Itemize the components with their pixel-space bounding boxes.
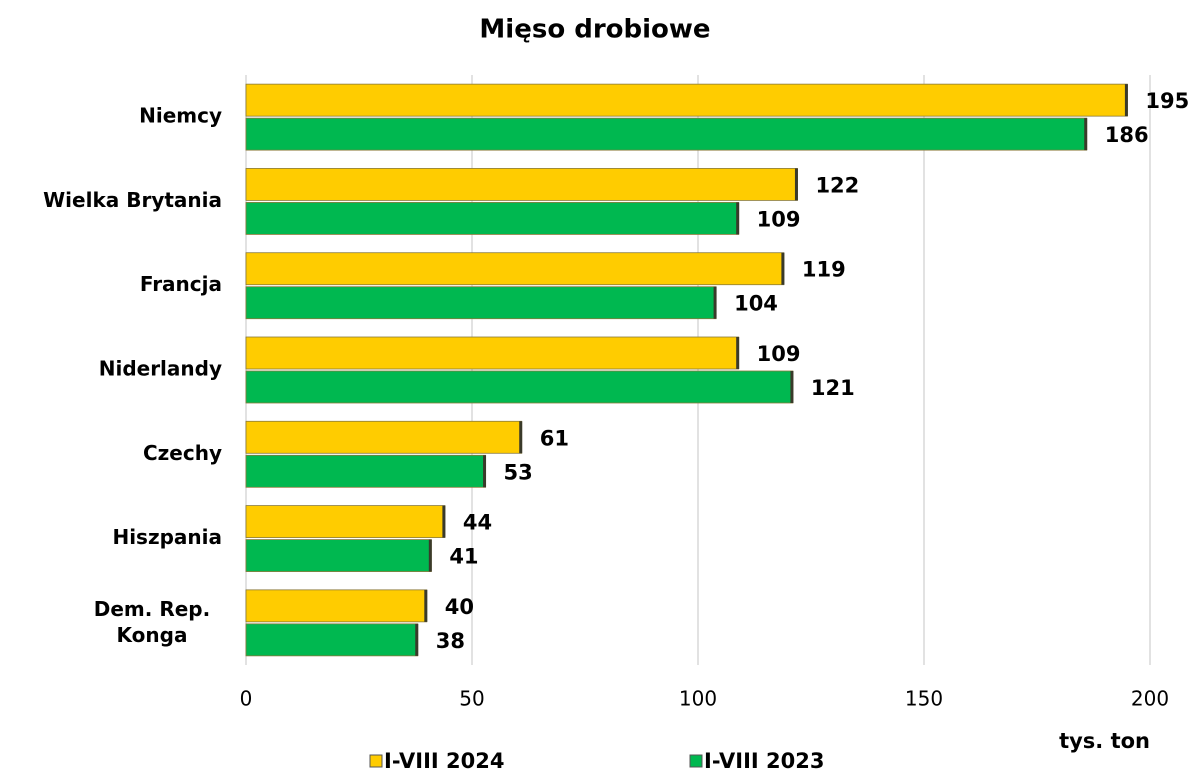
value-label: 109 [757,342,801,366]
x-tick-label: 100 [679,687,717,711]
y-tick-label: Wielka Brytania [43,188,222,212]
value-label: 109 [757,207,801,231]
value-label: 38 [436,629,465,653]
x-tick-label: 0 [240,687,253,711]
value-label: 41 [449,545,478,569]
bar [245,286,717,320]
y-tick-label: Niderlandy [99,357,222,381]
legend-label: I-VIII 2023 [704,749,824,772]
bar [245,336,740,370]
bar [245,420,523,454]
bar [245,589,428,623]
x-tick-label: 150 [905,687,943,711]
y-tick-label: Hiszpania [112,525,222,549]
x-tick-label: 50 [459,687,484,711]
value-label: 122 [815,173,859,197]
value-label: 53 [504,460,533,484]
bar [245,454,486,488]
value-label: 186 [1105,123,1149,147]
y-tick-label: Dem. Rep. Konga [94,596,210,646]
value-label: 121 [811,376,855,400]
bar [245,168,798,201]
value-label: 119 [802,258,846,282]
x-axis-title: tys. ton [1059,729,1150,753]
bar [245,370,794,404]
x-tick-label: 200 [1131,687,1169,711]
value-label: 44 [463,511,492,535]
y-tick-label: Niemcy [139,104,222,128]
bar [245,505,446,538]
y-tick-label: Francja [140,272,222,296]
bar [245,252,785,286]
y-tick-label: Czechy [143,441,222,465]
bar [245,117,1088,151]
legend-swatch [689,754,703,768]
legend-label: I-VIII 2024 [384,749,504,772]
legend-swatch [369,754,383,768]
chart-title: Mięso drobiowe [479,15,710,45]
value-label: 40 [445,595,474,619]
bar [245,202,740,235]
bar [245,623,419,657]
bar [245,539,432,572]
value-label: 61 [540,426,569,450]
bar [245,83,1128,117]
value-label: 195 [1145,89,1189,113]
value-label: 104 [734,292,778,316]
